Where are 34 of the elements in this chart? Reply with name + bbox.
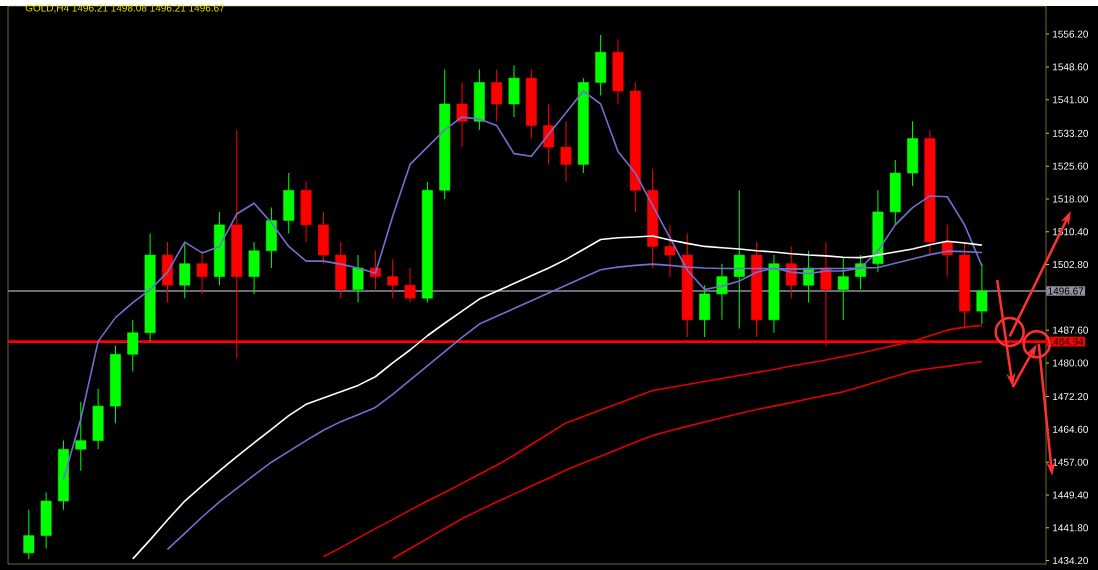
y-tick-label: 1541.00	[1053, 96, 1089, 104]
candlestick	[352, 254, 364, 304]
candlestick	[976, 263, 988, 325]
chart-title: GOLD,H4 1496.21 1498.08 1496.21 1496.67	[25, 4, 225, 13]
y-tick-label: 1556.20	[1053, 30, 1089, 38]
candlestick	[716, 263, 728, 321]
y-tick-label: 1480.00	[1053, 359, 1089, 367]
y-tick-label: 1457.00	[1053, 458, 1089, 466]
y-tick-label: 1518.00	[1053, 195, 1089, 203]
candlestick	[196, 250, 208, 295]
candlestick	[491, 68, 503, 122]
candlestick	[23, 509, 35, 560]
y-tick-label: 1434.20	[1053, 557, 1089, 565]
candlestick	[179, 241, 191, 299]
y-tick-label: 1502.80	[1053, 260, 1089, 269]
y-tick-label: 1487.60	[1053, 326, 1089, 334]
candlestick	[664, 224, 676, 278]
candlestick	[456, 81, 468, 148]
y-tick-label: 1525.60	[1053, 162, 1089, 170]
candlestick	[733, 189, 745, 329]
y-tick-label: 1533.20	[1053, 129, 1089, 137]
y-tick-label: 1464.60	[1053, 425, 1089, 433]
y-tick-label: 1472.20	[1053, 393, 1089, 401]
candlestick	[75, 401, 87, 472]
ref-line-label: 1484.94	[1048, 338, 1084, 346]
y-tick-label: 1441.80	[1053, 524, 1089, 532]
candlestick	[127, 319, 139, 373]
candlestick	[404, 267, 416, 304]
candlestick	[387, 258, 399, 299]
y-tick-label: 1449.40	[1053, 491, 1089, 499]
y-tick-label: 1548.60	[1053, 63, 1089, 71]
ref-line-label: 1496.67	[1048, 287, 1084, 295]
candlestick	[560, 120, 572, 183]
candlestick	[837, 256, 849, 321]
